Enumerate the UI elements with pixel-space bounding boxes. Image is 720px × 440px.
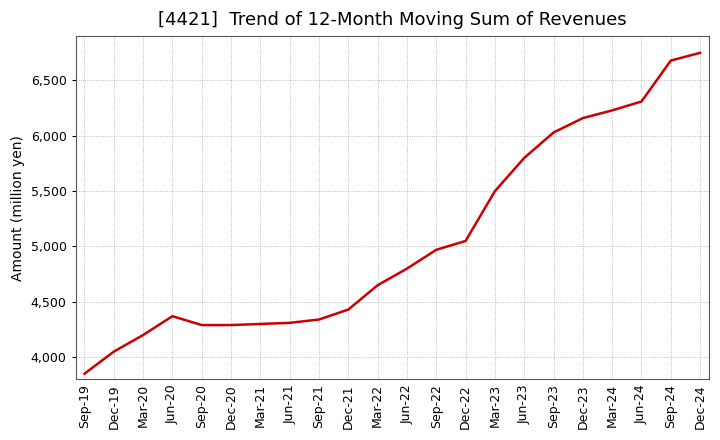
- Text: [4421]  Trend of 12-Month Moving Sum of Revenues: [4421] Trend of 12-Month Moving Sum of R…: [158, 11, 626, 29]
- Y-axis label: Amount (million yen): Amount (million yen): [11, 135, 25, 281]
